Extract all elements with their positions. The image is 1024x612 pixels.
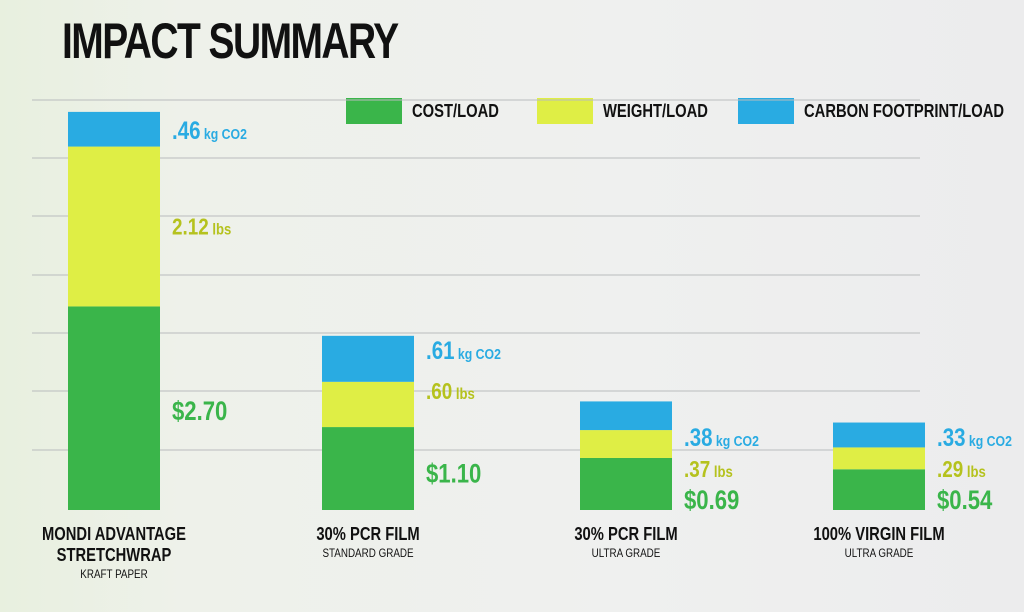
bar-segment-cost — [68, 306, 160, 510]
category-label: 100% VIRGIN FILM ULTRA GRADE — [769, 524, 989, 561]
data-label-carbon: .33 kg CO2 — [937, 423, 1012, 451]
category-name: 100% VIRGIN FILM — [813, 524, 945, 544]
data-label-cost: $0.69 — [684, 486, 739, 516]
category-name: 30% PCR FILM — [316, 524, 420, 544]
category-label: MONDI ADVANTAGE STRETCHWRAP KRAFT PAPER — [4, 524, 224, 582]
category-name: STRETCHWRAP — [56, 545, 172, 565]
bar-segment-carbon — [580, 401, 672, 431]
category-label: 30% PCR FILM STANDARD GRADE — [258, 524, 478, 561]
bar-segment-cost — [322, 427, 414, 510]
category-label: 30% PCR FILM ULTRA GRADE — [516, 524, 736, 561]
bar-segment-cost — [833, 469, 925, 510]
gridlines — [32, 99, 920, 451]
bar-segment-cost — [580, 457, 672, 510]
bar-segment-carbon — [322, 335, 414, 382]
data-label-cost: $0.54 — [937, 486, 993, 516]
category-name: MONDI ADVANTAGE — [41, 524, 187, 544]
category-subtitle: ULTRA GRADE — [591, 546, 661, 560]
category-subtitle: KRAFT PAPER — [80, 567, 148, 581]
value-labels: $2.70 2.12 lbs .46 kg CO2 $1.10 .60 lbs .61 k… — [172, 116, 1012, 515]
data-label-carbon: .61 kg CO2 — [426, 336, 501, 364]
data-label-weight: 2.12 lbs — [172, 215, 231, 240]
category-subtitle: ULTRA GRADE — [844, 546, 914, 560]
category-name: 30% PCR FILM — [574, 524, 678, 544]
bars — [68, 111, 925, 510]
bar-segment-weight — [833, 447, 925, 470]
data-label-weight: .60 lbs — [426, 379, 475, 404]
data-label-weight: .37 lbs — [684, 457, 733, 482]
legend-label-weight: WEIGHT/LOAD — [603, 101, 708, 121]
bar-segment-weight — [68, 146, 160, 307]
category-subtitle: STANDARD GRADE — [322, 546, 414, 560]
page-title: IMPACT SUMMARY — [62, 13, 399, 69]
bar-segment-weight — [580, 430, 672, 458]
data-label-cost: $1.10 — [426, 460, 481, 490]
data-label-carbon: .38 kg CO2 — [684, 423, 759, 451]
data-label-cost: $2.70 — [172, 397, 227, 427]
legend-swatch-carbon — [738, 98, 794, 124]
legend-swatch-weight — [537, 98, 593, 124]
data-label-carbon: .46 kg CO2 — [172, 116, 247, 144]
bar-segment-weight — [322, 381, 414, 428]
legend-label-cost: COST/LOAD — [412, 101, 499, 121]
legend-swatch-cost — [346, 98, 402, 124]
bar-segment-carbon — [68, 111, 160, 147]
data-label-weight: .29 lbs — [937, 457, 986, 482]
legend-label-carbon: CARBON FOOTPRINT/LOAD — [804, 101, 1005, 121]
bar-segment-carbon — [833, 422, 925, 448]
